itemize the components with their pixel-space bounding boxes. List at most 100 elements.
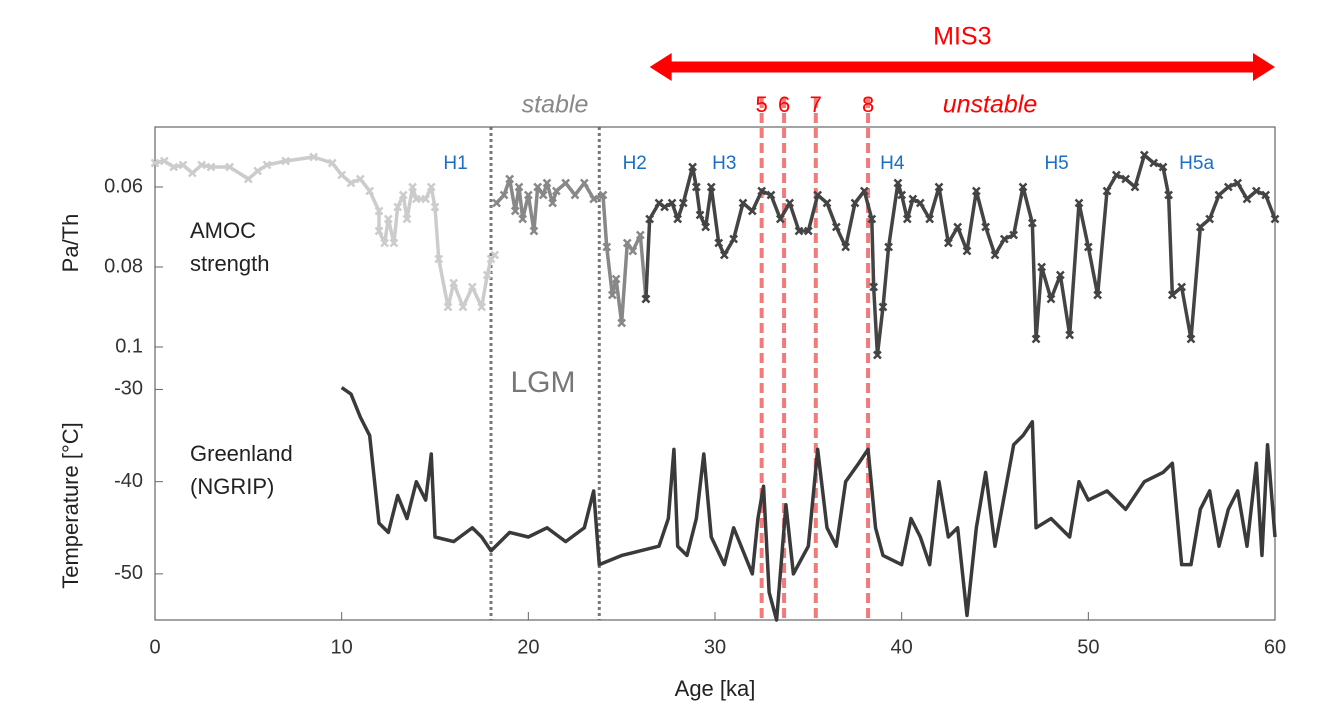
data-marker — [1046, 294, 1056, 304]
heinrich-label: H5a — [1179, 153, 1214, 174]
data-marker — [538, 190, 548, 200]
data-marker — [902, 214, 912, 224]
event-label: 6 — [778, 92, 790, 117]
panel-annotation: AMOC — [190, 218, 256, 243]
data-marker — [1270, 214, 1280, 224]
data-marker — [766, 190, 776, 200]
data-marker — [178, 160, 188, 170]
data-marker — [1130, 182, 1140, 192]
data-marker — [1233, 178, 1243, 188]
x-tick-label: 0 — [149, 636, 160, 658]
panel-annotation: (NGRIP) — [190, 474, 274, 499]
data-marker — [673, 214, 683, 224]
data-marker — [523, 190, 533, 200]
data-marker — [579, 178, 589, 188]
data-marker — [738, 198, 748, 208]
data-marker — [607, 290, 617, 300]
data-marker — [1074, 198, 1084, 208]
data-marker — [281, 156, 291, 166]
data-marker — [869, 282, 879, 292]
mis3-label: MIS3 — [933, 23, 991, 51]
x-tick-label: 10 — [331, 636, 353, 658]
data-marker — [990, 250, 1000, 260]
data-marker — [1139, 150, 1149, 160]
data-marker — [1158, 162, 1168, 172]
data-marker — [337, 170, 347, 180]
data-marker — [393, 202, 403, 212]
data-marker — [678, 198, 688, 208]
data-marker — [925, 214, 935, 224]
data-marker — [747, 206, 757, 216]
data-marker — [757, 186, 767, 196]
data-marker — [262, 160, 272, 170]
heinrich-label: H2 — [623, 153, 647, 174]
data-marker — [1186, 334, 1196, 344]
data-marker — [225, 162, 235, 172]
data-marker — [691, 182, 701, 192]
heinrich-label: H4 — [880, 153, 905, 174]
data-marker — [243, 174, 253, 184]
data-marker — [327, 158, 337, 168]
data-marker — [617, 318, 627, 328]
y-tick-label: 0.08 — [104, 255, 143, 277]
data-marker — [943, 238, 953, 248]
x-tick-label: 40 — [891, 636, 913, 658]
data-marker — [688, 162, 697, 172]
data-marker — [1083, 242, 1093, 252]
data-marker — [589, 194, 599, 204]
data-marker — [1037, 262, 1047, 272]
data-marker — [1214, 190, 1224, 200]
data-marker — [794, 226, 804, 236]
data-marker — [897, 190, 907, 200]
data-marker — [695, 210, 705, 220]
data-marker — [1177, 282, 1187, 292]
data-marker — [850, 198, 860, 208]
data-marker — [411, 194, 421, 204]
data-marker — [197, 160, 207, 170]
data-marker — [706, 182, 716, 192]
data-marker — [380, 238, 389, 248]
data-marker — [867, 214, 877, 224]
data-marker — [981, 222, 991, 232]
data-marker — [434, 254, 444, 264]
data-marker — [953, 222, 963, 232]
data-marker — [667, 198, 677, 208]
data-marker — [477, 302, 487, 312]
data-marker — [999, 234, 1009, 244]
data-marker — [635, 230, 645, 240]
data-marker — [421, 194, 431, 204]
event-label: 5 — [756, 92, 768, 117]
data-marker — [458, 302, 468, 312]
x-tick-label: 30 — [704, 636, 726, 658]
data-marker — [611, 274, 621, 284]
data-marker — [1065, 330, 1075, 340]
data-marker — [785, 198, 795, 208]
data-marker — [775, 214, 785, 224]
data-marker — [430, 202, 440, 212]
data-marker — [822, 198, 832, 208]
data-marker — [426, 182, 436, 192]
data-marker — [1018, 182, 1028, 192]
data-marker — [719, 250, 729, 260]
data-marker — [908, 194, 918, 204]
panel-annotation: Greenland — [190, 441, 293, 466]
stable-label: stable — [522, 91, 589, 119]
data-marker — [533, 182, 543, 192]
mis3-arrow-head — [1253, 53, 1275, 81]
y-tick-label: 0.1 — [115, 335, 143, 357]
data-marker — [206, 162, 216, 172]
data-marker — [841, 242, 851, 252]
data-marker — [1195, 222, 1205, 232]
data-marker — [1167, 290, 1177, 300]
data-marker — [408, 182, 417, 192]
mis3-arrow-head — [649, 53, 672, 81]
x-tick-label: 60 — [1264, 636, 1286, 658]
data-marker — [570, 190, 580, 200]
lgm-label: LGM — [510, 366, 575, 399]
data-marker — [253, 166, 263, 176]
event-label: 8 — [862, 92, 874, 117]
data-marker — [602, 242, 612, 252]
data-marker — [915, 198, 925, 208]
data-marker — [402, 214, 412, 224]
